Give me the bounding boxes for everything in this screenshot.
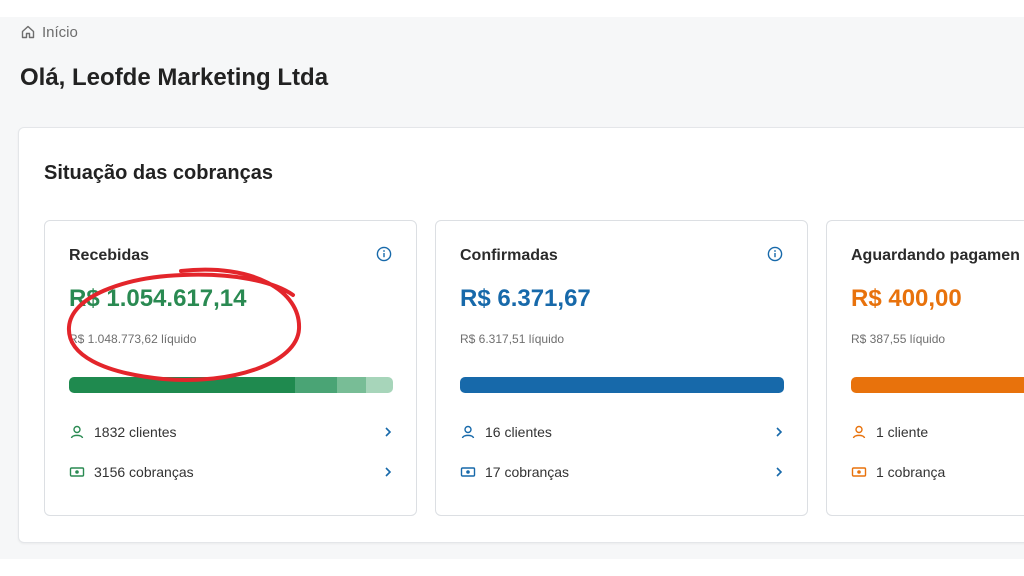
card-title: Confirmadas — [460, 247, 558, 264]
card-amount: R$ 400,00 — [851, 285, 962, 312]
card-awaiting-payment: Aguardando pagamen R$ 400,00 R$ 387,55 l… — [826, 220, 1024, 516]
chevron-right-icon[interactable] — [774, 426, 784, 438]
charges-row[interactable]: 1 cobrança — [851, 461, 1024, 483]
clients-row[interactable]: 1 cliente — [851, 421, 1024, 443]
card-title: Aguardando pagamen — [851, 247, 1020, 264]
clients-count: 16 clientes — [485, 424, 552, 440]
card-received: Recebidas R$ 1.054.617,14 R$ 1.048.773,6… — [44, 220, 417, 516]
chevron-right-icon[interactable] — [774, 466, 784, 478]
progress-bar — [851, 377, 1024, 393]
bar-segment — [851, 377, 1024, 393]
clients-row[interactable]: 1832 clientes — [69, 421, 393, 443]
charges-status-panel: Situação das cobranças Recebidas R$ 1.05… — [18, 127, 1024, 543]
user-icon — [69, 424, 85, 440]
card-title: Recebidas — [69, 247, 150, 264]
breadcrumb-label[interactable]: Início — [42, 23, 78, 41]
user-icon — [851, 424, 867, 440]
money-icon — [851, 464, 867, 480]
panel-title: Situação das cobranças — [44, 162, 273, 184]
card-confirmed: Confirmadas R$ 6.371,67 R$ 6.317,51 líqu… — [435, 220, 808, 516]
charges-count: 1 cobrança — [876, 464, 946, 480]
chevron-right-icon[interactable] — [383, 426, 393, 438]
user-icon — [460, 424, 476, 440]
charges-count: 17 cobranças — [485, 464, 570, 480]
progress-bar — [69, 377, 393, 393]
card-net-amount: R$ 1.048.773,62 líquido — [69, 332, 197, 346]
card-net-amount: R$ 6.317,51 líquido — [460, 332, 565, 346]
breadcrumb[interactable]: Início — [20, 22, 78, 42]
bar-segment — [69, 377, 295, 393]
bar-segment — [295, 377, 337, 393]
money-icon — [69, 464, 85, 480]
chevron-right-icon[interactable] — [383, 466, 393, 478]
card-amount: R$ 6.371,67 — [460, 285, 591, 312]
bar-segment — [337, 377, 366, 393]
money-icon — [460, 464, 476, 480]
info-icon[interactable] — [376, 246, 392, 262]
bar-segment — [460, 377, 784, 393]
card-net-amount: R$ 387,55 líquido — [851, 332, 946, 346]
clients-count: 1832 clientes — [94, 424, 177, 440]
charges-row[interactable]: 17 cobranças — [460, 461, 784, 483]
card-amount: R$ 1.054.617,14 — [69, 285, 247, 312]
clients-count: 1 cliente — [876, 424, 929, 440]
charges-count: 3156 cobranças — [94, 464, 194, 480]
page-title: Olá, Leofde Marketing Ltda — [20, 64, 329, 91]
clients-row[interactable]: 16 clientes — [460, 421, 784, 443]
info-icon[interactable] — [767, 246, 783, 262]
bar-segment — [366, 377, 393, 393]
progress-bar — [460, 377, 784, 393]
home-icon — [20, 24, 36, 40]
charges-row[interactable]: 3156 cobranças — [69, 461, 393, 483]
red-circle-annotation — [66, 267, 302, 382]
